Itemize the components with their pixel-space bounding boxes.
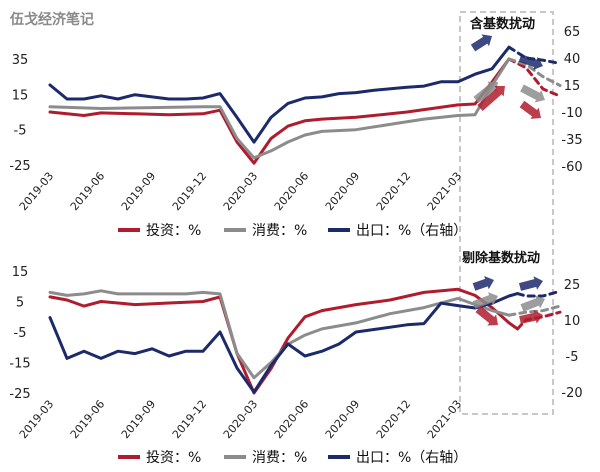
trend-arrow-export-up: [470, 34, 492, 52]
legend-label-consumption: 消费：%: [252, 223, 307, 239]
x-tick-label: 2019-06: [68, 398, 108, 442]
y-left-tick-label: -25: [9, 387, 30, 402]
series-projection-export: [516, 289, 562, 298]
y-right-tick-label: -35: [561, 133, 582, 148]
trend-arrow-shape: [472, 276, 494, 291]
x-tick-label: 2020-03: [221, 398, 261, 442]
y-right-tick-label: -20: [561, 386, 582, 401]
x-tick-label: 2019-09: [119, 398, 159, 442]
y-left-tick-label: -5: [14, 124, 27, 139]
trend-arrow-export-up: [472, 276, 494, 291]
series-projection-consumption: [507, 57, 562, 87]
y-right-tick-label: 10: [564, 314, 581, 329]
trend-arrow-export-down: [518, 276, 543, 291]
trend-arrow-consumption-up: [472, 292, 498, 309]
x-tick-label: 2019-09: [119, 170, 159, 214]
y-right-tick-label: -10: [561, 106, 582, 121]
annotation-label: 含基数扰动: [469, 16, 535, 32]
trend-arrow-consumption-down: [520, 295, 546, 312]
x-tick-label: 2020-09: [323, 398, 363, 442]
series-line-export: [48, 45, 511, 144]
watermark: 伍戈经济笔记: [9, 11, 94, 28]
series-projection-investment: [507, 57, 562, 98]
trend-arrow-investment-down: [519, 309, 543, 324]
y-right-tick-label: -60: [561, 160, 582, 175]
legend-label-export: 出口：%（右轴）: [356, 223, 467, 239]
trend-arrow-consumption-down: [520, 84, 545, 103]
trend-arrow-shape: [519, 309, 543, 324]
trend-arrow-shape: [518, 54, 544, 70]
legend-label-investment: 投资：%: [146, 450, 201, 466]
legend-label-consumption: 消费：%: [252, 450, 307, 466]
trend-arrow-consumption-up: [473, 81, 498, 104]
trend-arrow-investment-up: [475, 305, 499, 326]
y-left-tick-label: -25: [9, 159, 30, 174]
y-left-tick-label: -15: [9, 357, 30, 372]
x-tick-label: 2020-12: [374, 170, 414, 214]
x-tick-label: 2020-03: [221, 170, 261, 214]
series-line-export: [48, 292, 519, 394]
trend-arrow-shape: [518, 276, 543, 291]
x-tick-label: 2019-12: [170, 398, 210, 442]
y-right-tick-label: 25: [564, 278, 581, 293]
y-left-tick-label: 35: [12, 53, 29, 68]
x-tick-label: 2020-06: [272, 170, 312, 214]
series-line-consumption: [48, 57, 511, 160]
annotation-label: 剔除基数扰动: [461, 250, 540, 266]
y-left-tick-label: -5: [14, 326, 27, 341]
trend-arrow-investment-down: [519, 100, 541, 119]
trend-arrow-shape: [477, 85, 506, 112]
y-right-tick-label: 15: [564, 79, 581, 94]
trend-arrow-shape: [519, 100, 541, 119]
trend-arrow-shape: [473, 81, 498, 104]
trend-arrow-export-down: [518, 54, 544, 70]
x-tick-label: 2020-06: [272, 398, 312, 442]
trend-arrow-shape: [470, 34, 492, 52]
series-line-investment: [48, 57, 511, 165]
x-tick-label: 2019-03: [17, 398, 57, 442]
legend-label-investment: 投资：%: [146, 223, 201, 239]
x-tick-label: 2021-03: [425, 398, 465, 442]
y-right-tick-label: 65: [564, 25, 581, 40]
legend-label-export: 出口：%（右轴）: [356, 450, 467, 466]
trend-arrow-shape: [475, 305, 499, 326]
y-right-tick-label: -5: [566, 350, 579, 365]
x-tick-label: 2020-09: [323, 170, 363, 214]
y-right-tick-label: 40: [564, 52, 581, 67]
trend-arrow-shape: [520, 295, 546, 312]
dashed-box: [459, 11, 554, 415]
trend-arrow-shape: [472, 292, 498, 309]
series-line-investment: [48, 287, 519, 395]
trend-arrow-shape: [520, 84, 545, 103]
y-left-tick-label: 15: [12, 265, 29, 280]
x-tick-label: 2020-12: [374, 398, 414, 442]
x-tick-label: 2019-12: [170, 170, 210, 214]
y-left-tick-label: 5: [16, 296, 24, 311]
x-tick-label: 2019-06: [68, 170, 108, 214]
trend-arrow-investment-up: [477, 85, 506, 112]
x-tick-label: 2021-03: [425, 170, 465, 214]
x-tick-label: 2019-03: [17, 170, 57, 214]
y-left-tick-label: 15: [12, 88, 29, 103]
